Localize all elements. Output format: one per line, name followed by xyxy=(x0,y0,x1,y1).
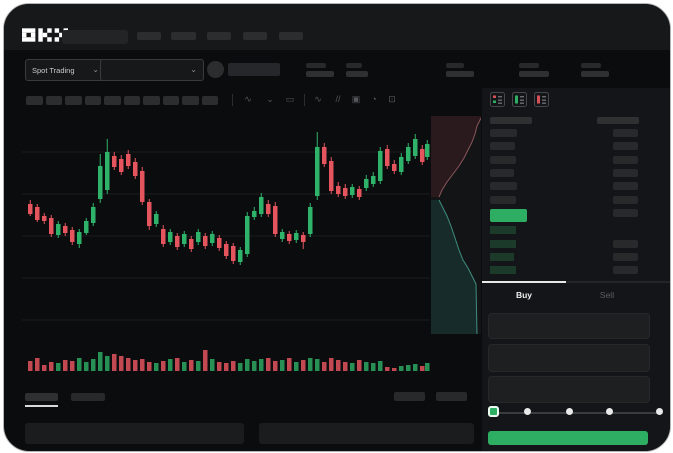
bid-row-price[interactable] xyxy=(490,240,516,248)
orders-tab-0[interactable] xyxy=(25,393,58,401)
ask-row-price[interactable] xyxy=(490,156,516,164)
stat-label-placeholder xyxy=(306,63,326,68)
chevron-down-icon[interactable]: ⌄ xyxy=(266,93,274,104)
timeframe-button[interactable] xyxy=(84,96,101,105)
price-input[interactable] xyxy=(488,313,650,339)
timeframe-button[interactable] xyxy=(182,96,199,105)
stat-value-placeholder xyxy=(306,71,334,77)
orderbook-row-amount[interactable] xyxy=(613,209,638,217)
fullscreen-icon[interactable]: ⊡ xyxy=(388,93,396,104)
snapshot-icon[interactable]: ▣ xyxy=(351,93,361,104)
stat-label-placeholder xyxy=(519,63,539,68)
bid-row-amount[interactable] xyxy=(613,240,638,248)
timeframe-button[interactable] xyxy=(201,96,218,105)
nav-menu-item[interactable] xyxy=(207,32,231,40)
ask-row-amount[interactable] xyxy=(613,196,638,204)
candlestick-chart[interactable] xyxy=(22,114,430,376)
ask-row-price[interactable] xyxy=(490,182,517,190)
nav-menu-item[interactable] xyxy=(279,32,303,40)
pair-name-placeholder xyxy=(228,63,280,76)
coin-avatar xyxy=(207,61,224,78)
ask-row-amount[interactable] xyxy=(613,169,638,177)
slider-stop[interactable] xyxy=(524,408,531,415)
ask-row-price[interactable] xyxy=(490,196,516,204)
stat-label-placeholder xyxy=(581,63,601,68)
bid-row-price[interactable] xyxy=(490,266,516,274)
device-frame: Spot Trading ⌄ ⌄ Buy Sell ∿ ⌄ ▭ ∿ // ▣ ◔ ⊡ xyxy=(3,3,671,452)
stat-value-placeholder xyxy=(519,71,549,77)
orders-tab-1[interactable] xyxy=(71,393,105,401)
ask-row-amount[interactable] xyxy=(613,142,638,150)
slider-stop[interactable] xyxy=(566,408,573,415)
stat-value-placeholder xyxy=(581,71,609,77)
market-type-dropdown[interactable]: Spot Trading ⌄ xyxy=(25,59,106,81)
bid-row-price[interactable] xyxy=(490,226,516,234)
timeframe-button[interactable] xyxy=(65,96,82,105)
amount-input[interactable] xyxy=(488,344,650,372)
nav-menu-item[interactable] xyxy=(243,32,267,40)
history-clock-icon[interactable]: ◔ xyxy=(371,94,377,104)
tab-sell[interactable]: Sell xyxy=(599,290,615,300)
pair-selector-dropdown[interactable]: ⌄ xyxy=(100,59,204,81)
chart-type-icon[interactable]: ∿ xyxy=(244,93,252,104)
ask-row-price[interactable] xyxy=(490,129,517,137)
timeframe-button[interactable] xyxy=(162,96,179,105)
draw-tools-icon[interactable]: // xyxy=(335,94,341,104)
active-tab-indicator xyxy=(482,281,566,283)
orderbook-bids-icon[interactable] xyxy=(512,92,527,107)
orders-table-placeholder xyxy=(25,423,244,444)
tab-buy[interactable]: Buy xyxy=(515,290,533,300)
orders-action-button[interactable] xyxy=(436,392,467,401)
nav-menu-item[interactable] xyxy=(171,32,196,40)
ask-row-price[interactable] xyxy=(490,142,515,150)
bid-row-amount[interactable] xyxy=(613,266,638,274)
timeframe-button[interactable] xyxy=(104,96,121,105)
ask-row-amount[interactable] xyxy=(613,129,638,137)
toolbar-divider xyxy=(232,94,233,106)
toolbar-divider xyxy=(304,94,305,106)
tab-track xyxy=(482,281,670,283)
orderbook-header-right xyxy=(597,117,639,124)
slider-handle[interactable] xyxy=(488,406,499,417)
chevron-down-icon: ⌄ xyxy=(190,65,197,74)
ask-row-price[interactable] xyxy=(490,169,514,177)
stat-value-placeholder xyxy=(446,71,474,77)
timeframe-button[interactable] xyxy=(26,96,43,105)
amount-slider-track[interactable] xyxy=(490,412,660,414)
orders-action-button[interactable] xyxy=(394,392,425,401)
indicator-box-icon[interactable]: ▭ xyxy=(285,93,295,104)
orders-active-tab-underline xyxy=(25,405,58,407)
ask-row-amount[interactable] xyxy=(613,182,638,190)
line-tool-icon[interactable]: ∿ xyxy=(314,93,322,104)
market-type-label: Spot Trading xyxy=(32,65,75,75)
ask-row-amount[interactable] xyxy=(613,156,638,164)
stat-label-placeholder xyxy=(346,63,362,68)
timeframe-button[interactable] xyxy=(143,96,160,105)
timeframe-button[interactable] xyxy=(45,96,62,105)
buy-submit-button[interactable] xyxy=(488,431,648,445)
depth-chart xyxy=(431,116,481,334)
bid-row-price[interactable] xyxy=(490,253,514,261)
stat-label-placeholder xyxy=(446,63,464,68)
chevron-down-icon: ⌄ xyxy=(92,65,99,74)
stat-value-placeholder xyxy=(346,71,368,77)
orders-table-placeholder xyxy=(259,423,474,444)
orderbook-all-icon[interactable] xyxy=(490,92,505,107)
last-price-badge xyxy=(490,209,527,222)
slider-stop[interactable] xyxy=(606,408,613,415)
bid-row-amount[interactable] xyxy=(613,253,638,261)
timeframe-button[interactable] xyxy=(123,96,140,105)
orderbook-asks-icon[interactable] xyxy=(534,92,549,107)
total-input[interactable] xyxy=(488,376,650,403)
slider-stop[interactable] xyxy=(656,408,663,415)
nav-menu-item[interactable] xyxy=(137,32,161,40)
search-input[interactable] xyxy=(62,30,128,44)
orderbook-header-left xyxy=(490,117,532,124)
